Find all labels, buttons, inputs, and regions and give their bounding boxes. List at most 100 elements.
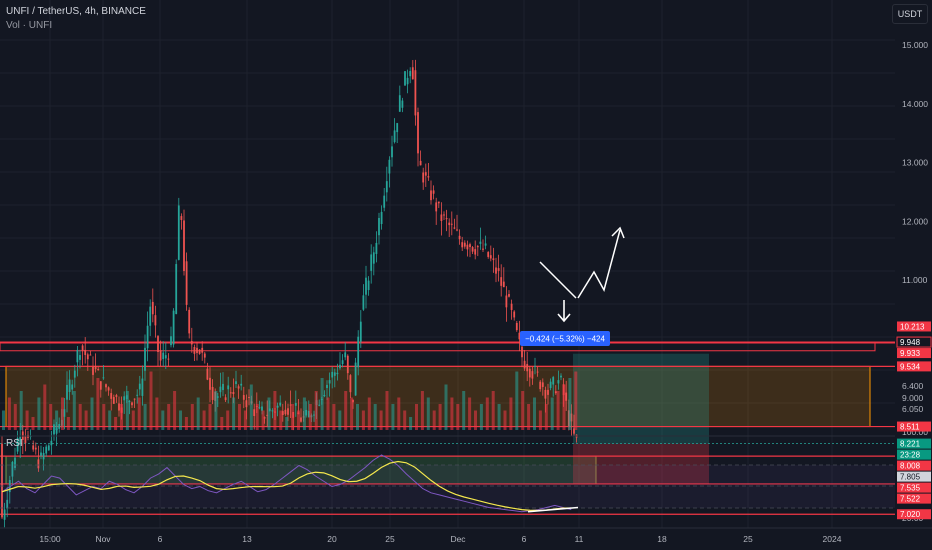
candle-body xyxy=(84,349,87,355)
candle-body xyxy=(86,354,89,360)
candle-body xyxy=(253,409,256,416)
candle-body xyxy=(487,252,490,257)
volume-bar xyxy=(503,410,507,430)
candle-body xyxy=(443,214,445,216)
candle-body xyxy=(313,414,315,416)
time-tick-label: 25 xyxy=(743,534,753,544)
candle-body xyxy=(380,211,383,225)
candle-body xyxy=(344,352,347,358)
candle-body xyxy=(469,244,471,248)
price-label: 9.534 xyxy=(900,362,921,371)
volume-bar xyxy=(61,397,64,430)
candle-body xyxy=(185,261,188,305)
time-tick-label: 2024 xyxy=(823,534,842,544)
candle-body xyxy=(401,100,404,108)
volume-bar xyxy=(350,397,354,430)
time-tick-label: 15:00 xyxy=(39,534,61,544)
candle-body xyxy=(196,347,198,353)
time-axis xyxy=(0,528,932,550)
candle-body xyxy=(79,355,81,360)
candle-body xyxy=(201,347,204,353)
candle-body xyxy=(411,67,414,80)
volume-bar xyxy=(468,397,472,430)
candle-body xyxy=(261,406,263,411)
candle-body xyxy=(552,377,555,385)
price-label: 23:28 xyxy=(900,451,921,460)
candle-body xyxy=(68,379,71,393)
candle-body xyxy=(183,220,185,271)
volume-bar xyxy=(385,391,389,430)
candle-body xyxy=(16,437,19,452)
candle-body xyxy=(404,71,406,86)
candle-body xyxy=(323,395,326,397)
candle-body xyxy=(393,130,396,143)
candle-body xyxy=(526,363,529,372)
volume-indicator-label: Vol · UNFI xyxy=(6,20,53,31)
up-arrow xyxy=(577,226,625,299)
candle-body xyxy=(523,360,526,369)
candle-body xyxy=(424,172,427,176)
volume-bar xyxy=(37,397,41,430)
volume-bar xyxy=(491,391,495,430)
price-label-box xyxy=(897,482,931,493)
resistance-box xyxy=(0,341,876,352)
candle-body xyxy=(94,366,97,370)
candle-body xyxy=(547,389,549,395)
currency-button[interactable]: USDT xyxy=(892,4,928,24)
price-label-box xyxy=(897,471,931,482)
volume-bar xyxy=(31,417,35,430)
candle-body xyxy=(240,383,243,386)
candle-body xyxy=(224,397,227,401)
candle-body xyxy=(190,341,193,345)
price-label-box xyxy=(897,460,931,471)
candle-body xyxy=(112,397,115,404)
candle-body xyxy=(66,384,68,400)
time-tick-label: 6 xyxy=(158,534,163,544)
stop-box xyxy=(573,443,709,484)
candle-body xyxy=(357,336,360,368)
candle-body xyxy=(118,403,120,411)
candle-body xyxy=(164,355,167,359)
volume-bar xyxy=(550,397,554,430)
volume-bar xyxy=(267,397,271,430)
candle-body xyxy=(55,428,58,434)
volume-bar xyxy=(544,404,548,430)
volume-bar xyxy=(232,397,236,430)
volume-bar xyxy=(72,391,76,430)
candle-body xyxy=(47,445,50,451)
candle-body xyxy=(206,368,209,380)
price-label-box xyxy=(897,321,931,332)
time-tick-label: 6 xyxy=(522,534,527,544)
time-tick-label: 20 xyxy=(327,534,337,544)
candle-body xyxy=(505,295,508,308)
volume-bar xyxy=(208,404,212,430)
volume-tick-label: 100.00 xyxy=(902,427,928,437)
candle-body xyxy=(193,346,196,354)
candle-body xyxy=(484,243,487,246)
volume-bar xyxy=(108,410,112,430)
candle-body xyxy=(58,423,61,429)
candle-body xyxy=(419,160,422,166)
candle-body xyxy=(378,217,380,236)
price-label-box xyxy=(897,421,931,432)
candle-body xyxy=(146,325,149,349)
candle-body xyxy=(375,242,378,254)
candle-body xyxy=(266,414,269,416)
price-axis xyxy=(896,0,932,528)
candle-body xyxy=(209,377,211,390)
volume-bar xyxy=(521,391,525,430)
volume-bar xyxy=(438,404,442,430)
price-label-box xyxy=(897,449,931,460)
candle-body xyxy=(333,372,336,376)
volume-bar xyxy=(574,371,578,430)
rsi-indicator-label: RSI xyxy=(6,438,23,449)
target-box xyxy=(573,353,709,444)
candle-body xyxy=(287,408,289,415)
volume-bar xyxy=(432,410,436,430)
price-tick-label: 9.000 xyxy=(902,393,924,403)
volume-bar xyxy=(84,410,88,430)
candle-body xyxy=(110,393,113,399)
candle-body xyxy=(131,402,133,406)
candle-body xyxy=(107,387,110,391)
